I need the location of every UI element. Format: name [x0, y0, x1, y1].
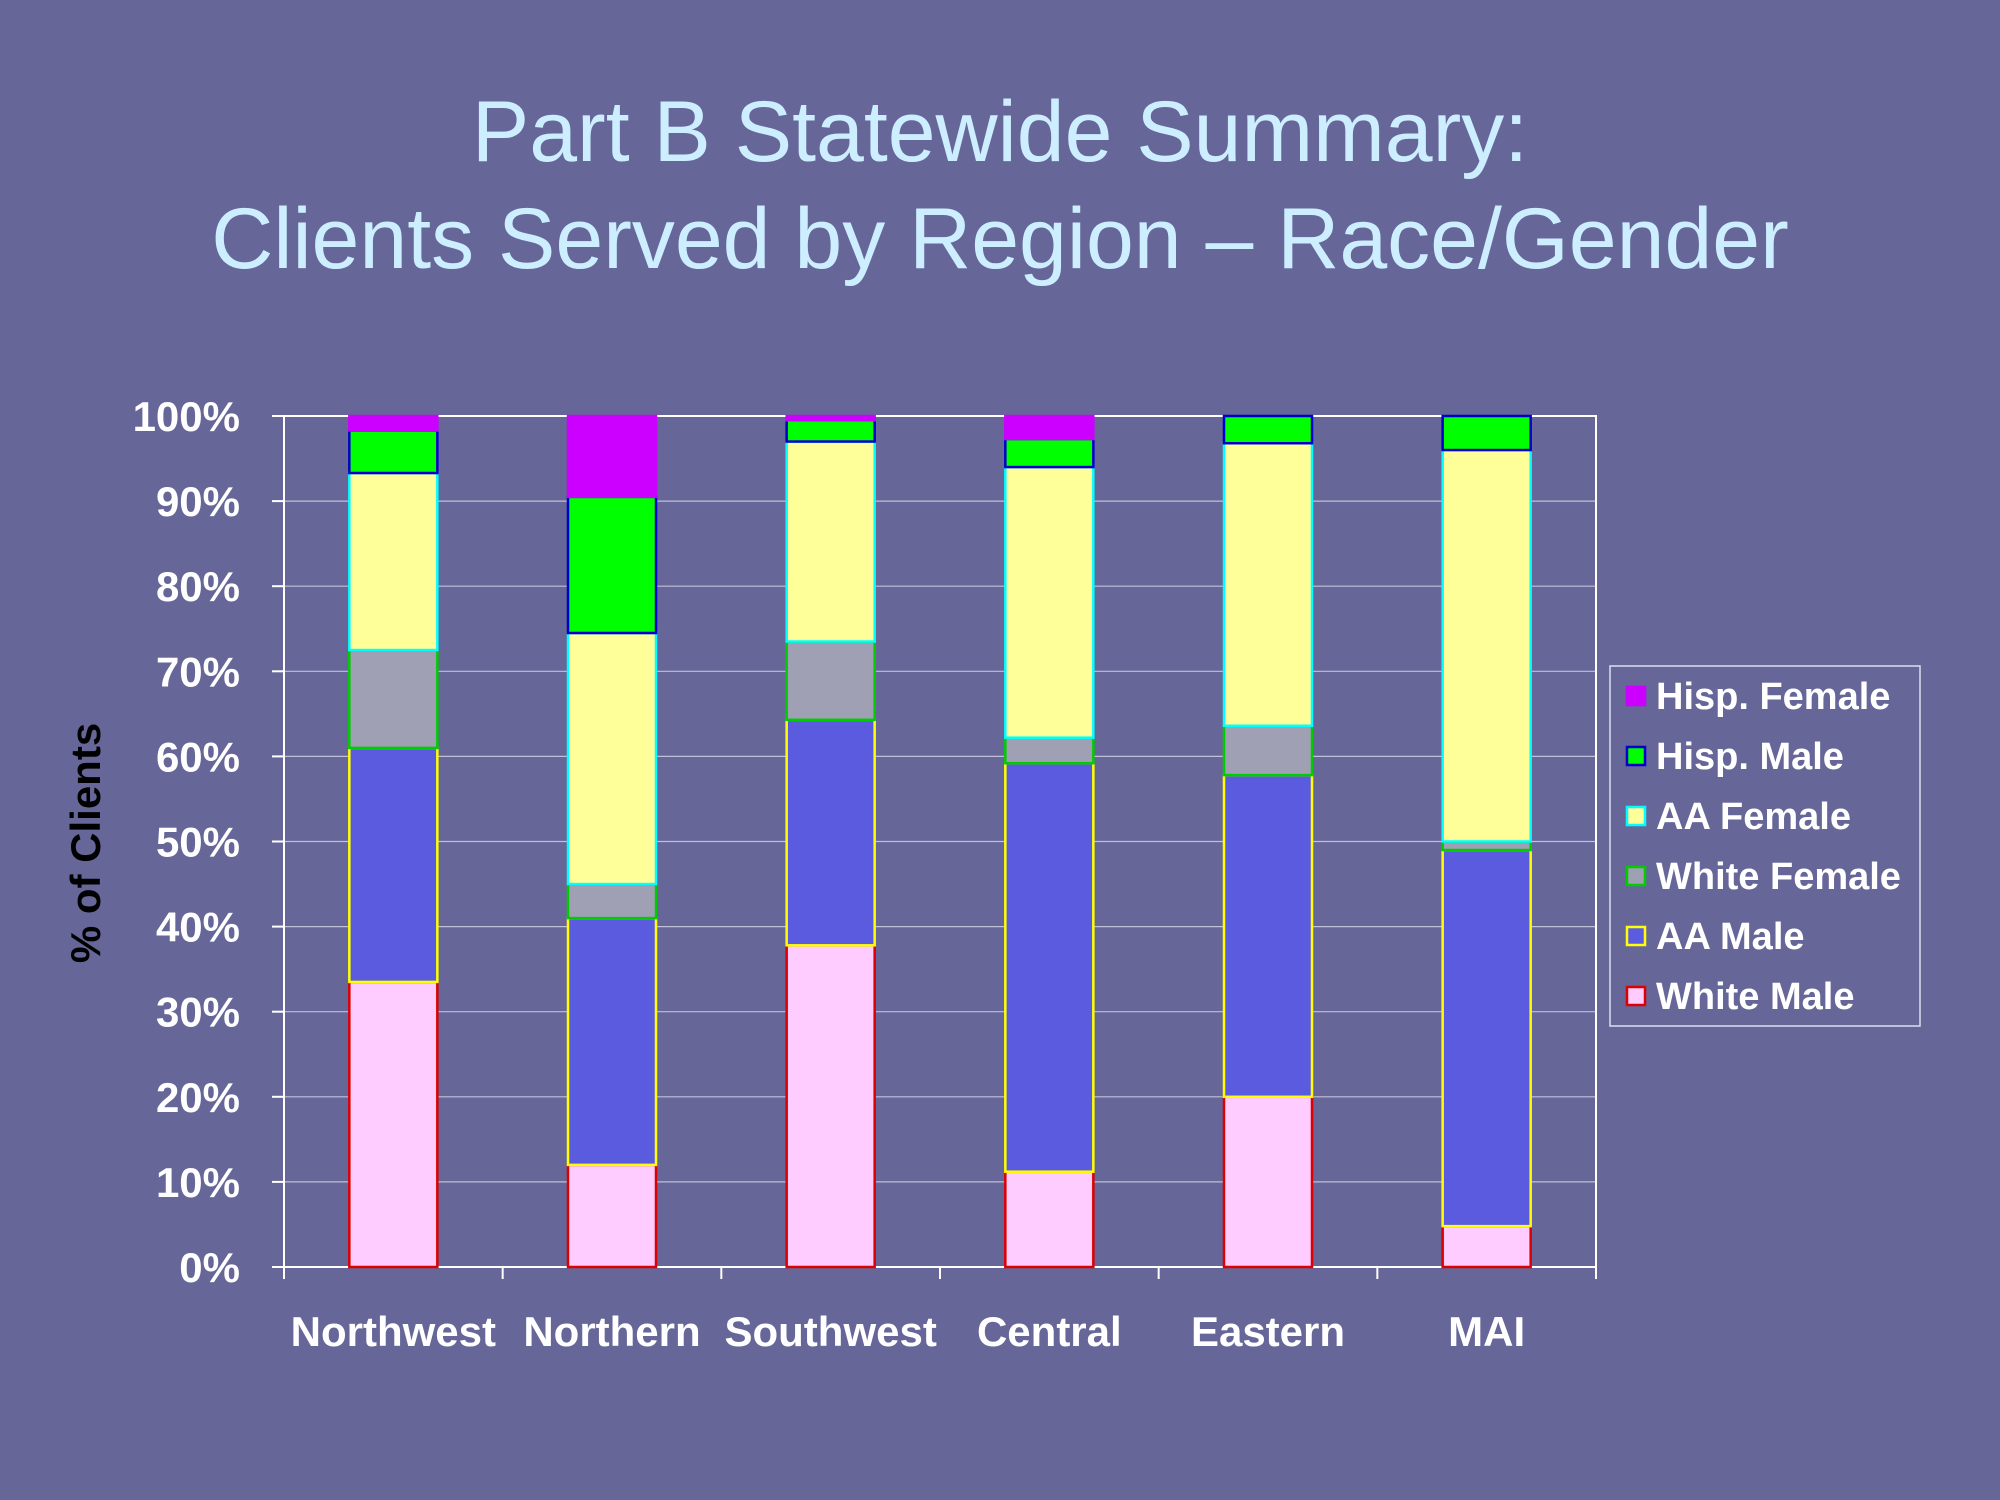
bar-segment-white-male-eastern	[1222, 1095, 1314, 1269]
y-tick-label: 80%	[156, 563, 240, 610]
bar-segment-hisp-male-mai	[1441, 414, 1532, 452]
bar-segment-aa-female-southwest	[785, 440, 876, 643]
legend-label: White Female	[1656, 856, 1901, 898]
y-tick-label: 30%	[156, 989, 240, 1036]
bar-segment-aa-male-mai	[1441, 848, 1532, 1228]
bar-segment-aa-female-mai	[1441, 448, 1532, 843]
y-tick-label: 50%	[156, 819, 240, 866]
bar-segment-hisp-male-central	[1004, 437, 1095, 469]
bar-segment-aa-male-southwest	[785, 718, 876, 947]
y-tick-label: 10%	[156, 1159, 240, 1206]
bar-segment-aa-female-northern	[566, 631, 658, 886]
x-category-label: MAI	[1448, 1308, 1525, 1355]
y-tick-labels: 0% 10% 20% 30% 40% 50% 60% 70% 80% 90% 100%	[133, 393, 240, 1291]
legend: Hisp. Female Hisp. Male AA Female White Fem…	[1609, 665, 1921, 1027]
bar-segment-white-female-mai	[1441, 840, 1532, 852]
legend-swatch	[1625, 985, 1647, 1007]
bar-segment-white-female-central	[1004, 736, 1095, 765]
y-axis-label: % of Clients	[62, 723, 109, 963]
bar-segment-hisp-male-northern	[566, 495, 658, 635]
gridlines	[284, 500, 1596, 1183]
y-tick-label: 40%	[156, 904, 240, 951]
bar-segment-aa-male-northern	[566, 916, 658, 1167]
slide-title-line-1: Part B Statewide Summary:	[471, 84, 1529, 180]
legend-label: AA Male	[1656, 916, 1805, 958]
bar-segment-white-male-northwest	[348, 980, 439, 1269]
x-category-label: Northern	[523, 1308, 700, 1355]
x-category-labels: Northwest Northern Southwest Central Eastern…	[291, 1308, 1526, 1355]
bar-segment-hisp-female-northern	[566, 414, 658, 499]
bar-segment-white-female-northern	[566, 882, 658, 920]
legend-label: White Male	[1656, 976, 1854, 1018]
legend-swatch	[1625, 925, 1647, 947]
bar-segment-white-female-eastern	[1222, 724, 1314, 777]
legend-swatch	[1625, 685, 1647, 707]
legend-items: Hisp. Female Hisp. Male AA Female White Fem…	[1625, 676, 1901, 1018]
bar-segment-hisp-male-eastern	[1222, 414, 1314, 445]
bar-segment-white-male-southwest	[785, 944, 876, 1269]
y-tick-label: 90%	[156, 478, 240, 525]
bar-segment-hisp-female-northwest	[348, 414, 439, 432]
bars	[348, 414, 1532, 1269]
x-category-label: Central	[977, 1308, 1122, 1355]
bar-segment-aa-female-central	[1004, 465, 1095, 739]
bar-segment-white-male-mai	[1441, 1224, 1532, 1269]
bar-segment-aa-male-eastern	[1222, 773, 1314, 1099]
bar-segment-aa-male-northwest	[348, 746, 439, 984]
bar-segment-white-male-central	[1004, 1170, 1095, 1269]
bar-segment-white-male-northern	[566, 1163, 658, 1269]
y-tick-label: 20%	[156, 1074, 240, 1121]
bar-segment-hisp-male-northwest	[348, 429, 439, 475]
legend-label: Hisp. Male	[1656, 736, 1844, 778]
legend-label: Hisp. Female	[1656, 676, 1890, 718]
bar-segment-white-female-southwest	[785, 640, 876, 722]
bar-segment-aa-female-eastern	[1222, 441, 1314, 728]
axes	[272, 415, 1597, 1279]
y-tick-label: 0%	[179, 1244, 240, 1291]
legend-swatch	[1625, 865, 1647, 887]
y-tick-label: 70%	[156, 648, 240, 695]
bar-segment-aa-female-northwest	[348, 471, 439, 652]
slide-title-line-2: Clients Served by Region – Race/Gender	[211, 191, 1789, 287]
x-category-label: Northwest	[291, 1308, 496, 1355]
bar-segment-hisp-female-central	[1004, 414, 1095, 441]
x-category-label: Eastern	[1191, 1308, 1345, 1355]
legend-box	[1609, 665, 1921, 1027]
y-tick-label: 100%	[133, 393, 240, 440]
y-tick-label: 60%	[156, 733, 240, 780]
bar-segment-aa-male-central	[1004, 761, 1095, 1173]
x-category-label: Southwest	[724, 1308, 936, 1355]
legend-swatch	[1625, 745, 1647, 767]
bar-segment-hisp-female-southwest	[785, 414, 876, 422]
bar-segment-hisp-male-southwest	[785, 419, 876, 443]
legend-label: AA Female	[1656, 796, 1851, 838]
bar-segment-white-female-northwest	[348, 648, 439, 750]
legend-swatch	[1625, 805, 1647, 827]
